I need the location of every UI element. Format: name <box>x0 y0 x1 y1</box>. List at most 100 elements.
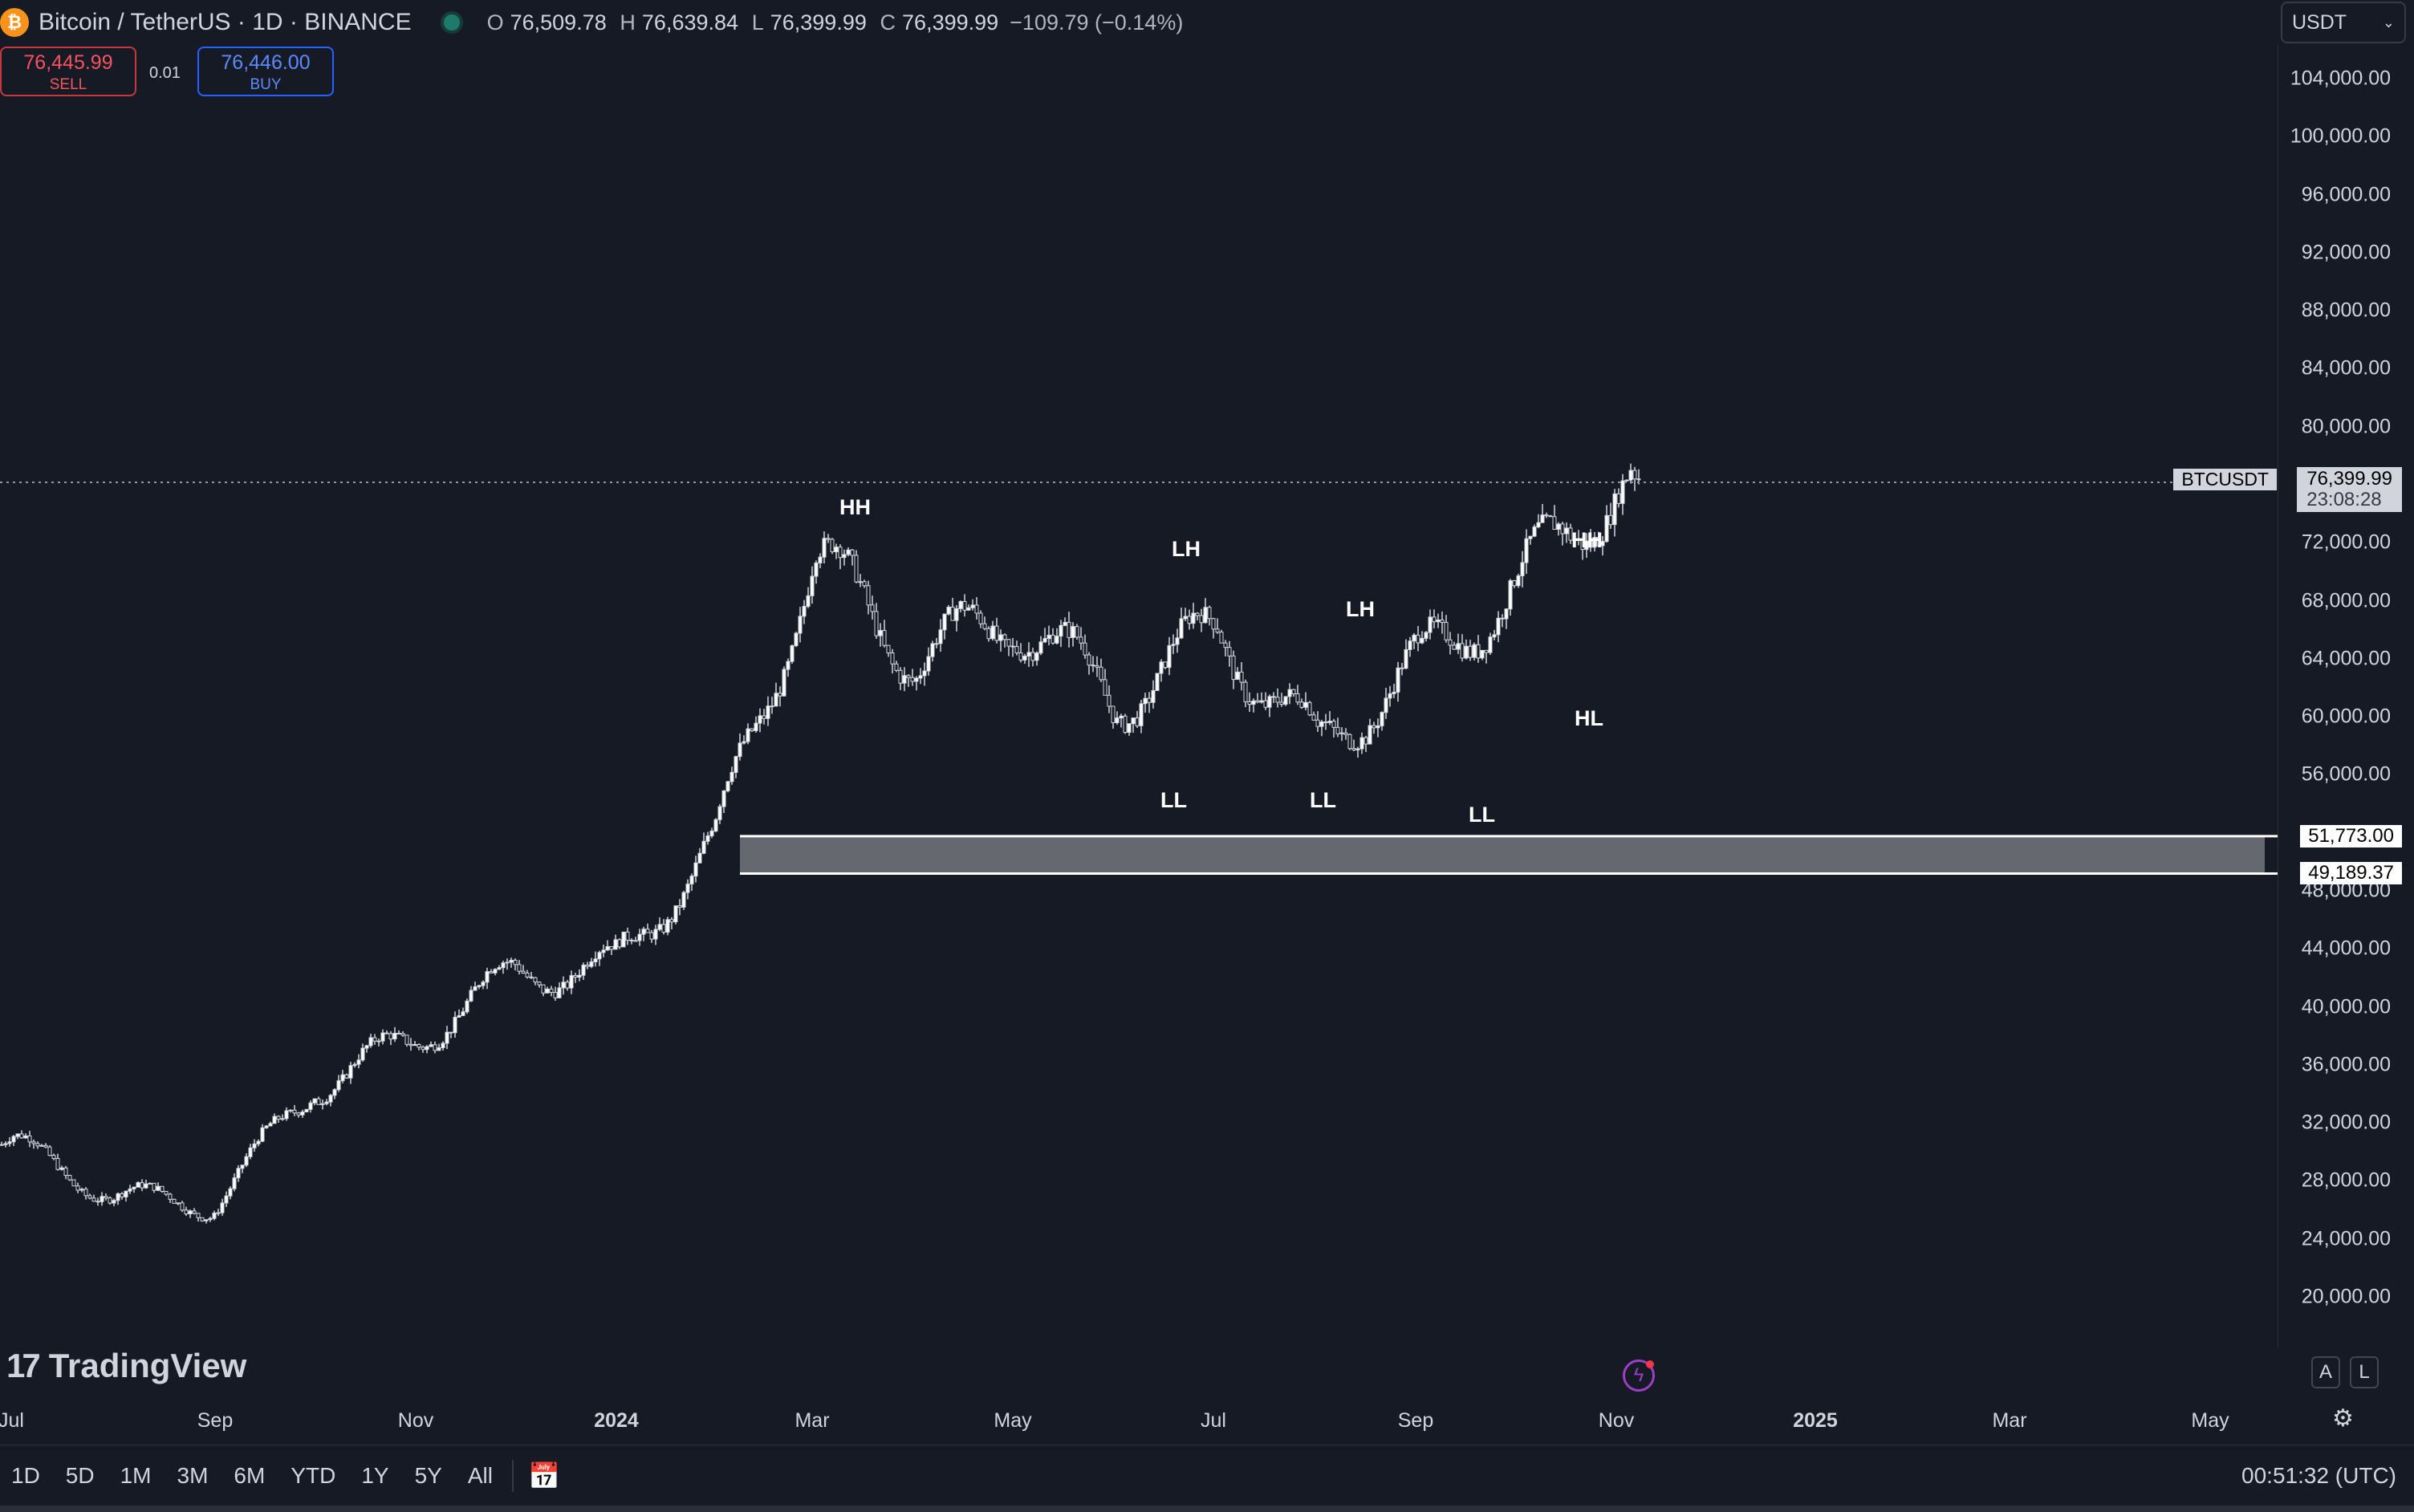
candle <box>232 1173 237 1192</box>
candle <box>1504 608 1509 629</box>
candle <box>1215 618 1220 634</box>
candle <box>1107 685 1111 713</box>
candle <box>1540 503 1545 523</box>
candle <box>1042 628 1047 644</box>
candle <box>27 1131 32 1148</box>
auto-scale-button[interactable]: A <box>2311 1356 2340 1388</box>
candle <box>1159 659 1164 682</box>
candle <box>83 1187 88 1200</box>
candle <box>858 574 863 587</box>
time-axis[interactable]: Jul Sep Nov 2024 Mar May Jul Sep Nov 2025 Mar May <box>0 1396 2279 1445</box>
candle <box>581 962 586 981</box>
candle <box>63 1165 68 1180</box>
lightning-icon[interactable]: ϟ <box>1623 1360 1655 1392</box>
candle <box>176 1202 181 1205</box>
price-chart[interactable]: HH LH LH HH LL LL LL HL <box>0 45 2278 1348</box>
candle <box>412 1041 417 1047</box>
time-tick: May <box>2191 1409 2229 1432</box>
candle <box>449 1031 453 1038</box>
currency-select[interactable]: USDT ⌄ <box>2281 2 2406 43</box>
time-tick: 2025 <box>1793 1409 1838 1432</box>
candle <box>1111 705 1116 729</box>
swing-label-hh: HH <box>1571 528 1603 552</box>
candle <box>120 1192 124 1200</box>
time-tick: Sep <box>197 1409 234 1432</box>
candle <box>1115 711 1120 725</box>
candle <box>1267 694 1272 717</box>
symbol-title[interactable]: Bitcoin / TetherUS · 1D · BINANCE <box>39 9 412 35</box>
candle <box>834 543 839 559</box>
candle <box>1556 522 1561 536</box>
ohlc-open: O 76,509.78 <box>486 10 607 35</box>
candle <box>966 604 971 611</box>
candle <box>384 1030 389 1034</box>
market-status-icon[interactable] <box>440 11 463 34</box>
sell-button[interactable]: 76,445.99 SELL <box>0 47 136 96</box>
price-change: −109.79 (−0.14%) <box>1010 10 1184 35</box>
candle <box>1592 531 1597 552</box>
candle <box>380 1029 385 1045</box>
candle <box>1432 609 1437 628</box>
range-1d[interactable]: 1D <box>11 1463 40 1488</box>
candle <box>1436 613 1441 628</box>
candle <box>196 1213 201 1222</box>
swing-label-lh: LH <box>1346 597 1375 621</box>
candle <box>645 923 650 933</box>
candle <box>790 644 795 665</box>
candle <box>521 965 526 974</box>
candle <box>1548 514 1553 518</box>
candle <box>657 917 662 932</box>
candle <box>1018 643 1023 663</box>
range-5d[interactable]: 5D <box>65 1463 95 1488</box>
candle <box>284 1107 289 1121</box>
swing-label-ll: LL <box>1469 803 1495 827</box>
bottom-toolbar: 1D 5D 1M 3M 6M YTD 1Y 5Y All 📅 00:51:32 … <box>0 1445 2414 1506</box>
candle <box>1247 692 1252 712</box>
price-tick: 80,000.00 <box>2301 415 2391 438</box>
candle <box>986 626 991 642</box>
time-tick: May <box>994 1409 1032 1432</box>
candle <box>11 1135 16 1146</box>
candle <box>962 594 967 617</box>
candle <box>1620 474 1625 515</box>
range-all[interactable]: All <box>467 1463 493 1488</box>
utc-clock[interactable]: 00:51:32 (UTC) <box>2241 1463 2396 1488</box>
range-6m[interactable]: 6M <box>234 1463 266 1488</box>
candle <box>1380 711 1384 731</box>
tradingview-logo[interactable]: 17 TradingView <box>6 1347 246 1385</box>
candle <box>1396 661 1400 702</box>
range-ytd[interactable]: YTD <box>291 1463 336 1488</box>
candle <box>445 1026 449 1050</box>
candle <box>693 856 698 883</box>
range-1y[interactable]: 1Y <box>361 1463 389 1488</box>
gear-icon[interactable]: ⚙ <box>2332 1405 2354 1432</box>
date-range-icon[interactable]: 📅 <box>527 1461 560 1490</box>
candle <box>1484 649 1489 664</box>
price-tick: 92,000.00 <box>2301 241 2391 264</box>
price-axis[interactable]: 104,000.00 100,000.00 96,000.00 92,000.00 88… <box>2173 45 2414 1348</box>
candle <box>1512 579 1517 588</box>
candle <box>1608 502 1613 529</box>
candle <box>713 818 718 833</box>
candle <box>400 1030 405 1037</box>
candle <box>79 1187 84 1193</box>
range-3m[interactable]: 3M <box>177 1463 209 1488</box>
candle <box>750 728 754 733</box>
candle <box>1472 642 1477 660</box>
candle <box>1343 728 1348 740</box>
candle <box>734 755 738 778</box>
range-1m[interactable]: 1M <box>120 1463 152 1488</box>
candle <box>629 938 634 945</box>
buy-button[interactable]: 76,446.00 BUY <box>197 47 334 96</box>
price-tick: 84,000.00 <box>2301 356 2391 380</box>
swing-label-hl: HL <box>1575 706 1603 730</box>
candle <box>489 969 494 974</box>
log-scale-button[interactable]: L <box>2350 1356 2379 1388</box>
range-5y[interactable]: 5Y <box>414 1463 442 1488</box>
candle <box>1123 713 1128 734</box>
candle <box>453 1011 457 1038</box>
support-zone <box>740 835 2278 876</box>
candle <box>1376 718 1380 738</box>
candle <box>990 620 995 641</box>
candle <box>754 716 758 733</box>
